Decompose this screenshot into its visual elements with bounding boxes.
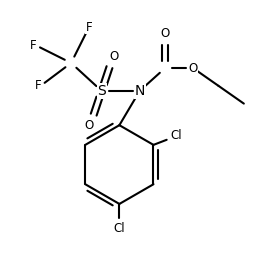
- Text: O: O: [161, 27, 170, 40]
- Text: O: O: [110, 50, 119, 63]
- Text: N: N: [135, 84, 145, 98]
- Text: S: S: [97, 84, 106, 98]
- Text: F: F: [30, 39, 36, 52]
- Text: O: O: [188, 62, 198, 75]
- Text: F: F: [35, 79, 41, 92]
- Text: F: F: [86, 21, 92, 34]
- Text: Cl: Cl: [170, 130, 182, 142]
- Text: Cl: Cl: [114, 222, 125, 235]
- Text: O: O: [84, 119, 93, 132]
